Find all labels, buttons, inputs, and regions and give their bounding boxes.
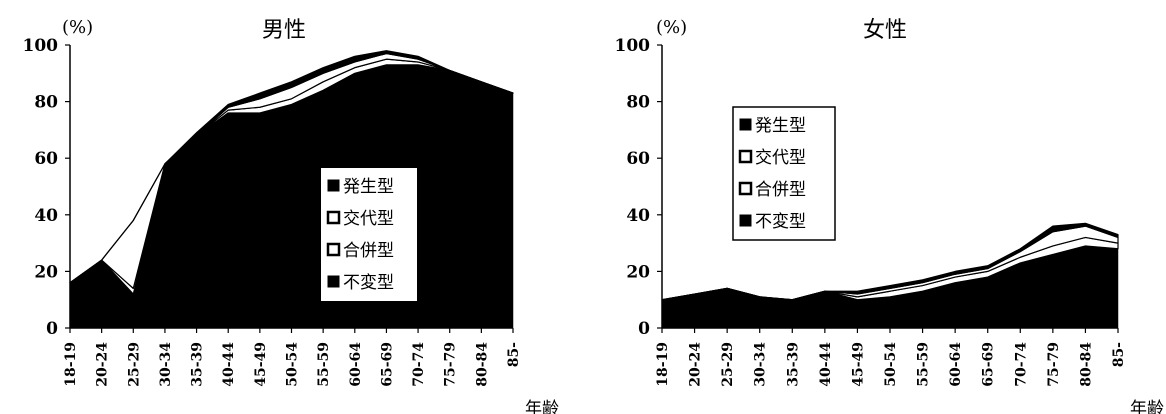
x-tick-label: 80-84 bbox=[474, 342, 490, 387]
x-tick-label: 75-79 bbox=[443, 342, 459, 387]
x-tick-label: 18-19 bbox=[655, 342, 671, 387]
legend-label: 不変型 bbox=[755, 212, 806, 232]
chart-panel-female: 0 20 40 60 80 100 18-19 20-24 25-29 30-34 35-39 40-… bbox=[615, 17, 1165, 414]
x-axis-label: 年齢 bbox=[525, 399, 559, 414]
x-axis-label: 年齢 bbox=[1130, 399, 1164, 414]
y-tick-label: 0 bbox=[638, 319, 650, 339]
y-tick-label: 60 bbox=[34, 149, 58, 169]
x-tick-label: 75-79 bbox=[1046, 342, 1062, 387]
legend-label: 不変型 bbox=[343, 273, 394, 293]
x-tick-label: 65-69 bbox=[379, 342, 395, 387]
legend-swatch bbox=[739, 118, 752, 131]
y-tick-label: 40 bbox=[626, 206, 650, 226]
x-tick-label: 45-49 bbox=[253, 342, 269, 387]
x-tick-label: 35-39 bbox=[785, 342, 801, 387]
x-tick-label: 30-34 bbox=[753, 342, 769, 387]
y-tick-label: 80 bbox=[34, 93, 58, 113]
x-tick-label: 50-54 bbox=[883, 342, 899, 387]
x-tick-label: 30-34 bbox=[158, 342, 174, 387]
x-tick-label: 45-49 bbox=[850, 342, 866, 387]
x-tick-label: 70-74 bbox=[411, 342, 427, 387]
x-tick-label: 50-54 bbox=[285, 342, 301, 387]
legend-swatch bbox=[327, 179, 340, 192]
chart-title: 男性 bbox=[262, 18, 306, 43]
y-tick-label: 40 bbox=[34, 206, 58, 226]
legend-label: 合併型 bbox=[343, 241, 394, 261]
x-tick-label: 25-29 bbox=[126, 342, 142, 387]
y-axis-unit: (%) bbox=[656, 17, 687, 38]
y-tick-label: 60 bbox=[626, 149, 650, 169]
x-tick-label: 65-69 bbox=[981, 342, 997, 387]
x-tick-label: 35-39 bbox=[190, 342, 206, 387]
x-tick-label: 55-59 bbox=[916, 342, 932, 387]
y-tick-label: 20 bbox=[626, 262, 650, 282]
y-tick-label: 0 bbox=[46, 319, 58, 339]
y-tick-label: 100 bbox=[23, 36, 59, 56]
x-tick-label: 55-59 bbox=[316, 342, 332, 387]
x-tick-label: 20-24 bbox=[688, 342, 704, 387]
legend-label: 発生型 bbox=[343, 177, 394, 197]
x-tick-label: 60-64 bbox=[948, 342, 964, 387]
legend-swatch bbox=[326, 210, 341, 225]
legend-label: 発生型 bbox=[755, 116, 806, 136]
y-tick-label: 20 bbox=[34, 262, 58, 282]
y-tick-label: 100 bbox=[615, 36, 651, 56]
chart-panel-male: 0 20 40 60 80 100 18-19 20-24 25-29 30-34 35-39 40-… bbox=[23, 17, 560, 414]
y-tick-label: 80 bbox=[626, 93, 650, 113]
area-発生型 bbox=[69, 50, 514, 284]
x-tick-label: 20-24 bbox=[95, 342, 111, 387]
x-tick-label: 40-44 bbox=[221, 342, 237, 387]
x-tick-label: 25-29 bbox=[720, 342, 736, 387]
x-tick-label: 85- bbox=[1111, 342, 1127, 367]
x-tick-label: 18-19 bbox=[63, 342, 79, 387]
legend-label: 合併型 bbox=[755, 180, 806, 200]
legend-swatch bbox=[738, 149, 753, 164]
x-tick-label: 60-64 bbox=[348, 342, 364, 387]
legend-label: 交代型 bbox=[755, 148, 806, 168]
legend-swatch bbox=[326, 242, 341, 257]
x-tick-label: 40-44 bbox=[818, 342, 834, 387]
chart-title: 女性 bbox=[863, 18, 907, 43]
x-tick-label: 70-74 bbox=[1013, 342, 1029, 387]
legend-swatch bbox=[327, 275, 340, 288]
x-tick-label: 85- bbox=[506, 342, 522, 367]
area-発生型 bbox=[661, 222, 1119, 301]
legend-label: 交代型 bbox=[343, 209, 394, 229]
legend-swatch bbox=[739, 214, 752, 227]
x-tick-label: 80-84 bbox=[1078, 342, 1094, 387]
legend-swatch bbox=[738, 181, 753, 196]
y-axis-unit: (%) bbox=[62, 17, 93, 38]
